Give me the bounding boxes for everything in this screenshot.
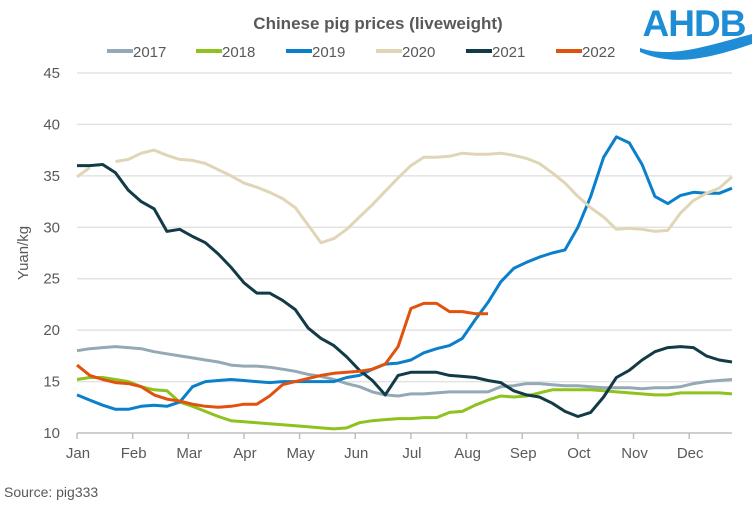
x-tick-label: Dec (677, 445, 704, 462)
x-tick-label: Apr (233, 445, 256, 462)
x-tick-label: Sep (510, 445, 537, 462)
logo-wave-icon (640, 34, 752, 60)
series-line-2020 (76, 148, 733, 245)
y-tick-label: 15 (43, 374, 60, 391)
y-tick-label: 45 (43, 65, 60, 82)
x-tick-label: Feb (121, 445, 147, 462)
y-axis-label: Yuan/kg (15, 226, 32, 280)
x-tick-label: Mar (176, 445, 202, 462)
x-tick-label: Oct (567, 445, 591, 462)
x-tick-label: Jun (344, 445, 368, 462)
legend-item-2021: 2021 (466, 44, 525, 61)
y-tick-label: 20 (43, 322, 60, 339)
y-tick-label: 35 (43, 168, 60, 185)
series-line-2021 (77, 163, 733, 418)
legend-label: 2017 (133, 44, 166, 61)
x-tick-label: Aug (454, 445, 481, 462)
legend: 2017 2018 2019 2020 2021 2022 (107, 44, 615, 61)
legend-item-2022: 2022 (556, 44, 615, 61)
x-tick-label: Jul (402, 445, 421, 462)
series-line-2019 (76, 135, 733, 411)
gridlines (77, 72, 732, 434)
series-line-2017 (76, 345, 733, 398)
x-tick-label: Nov (621, 445, 648, 462)
legend-item-2020: 2020 (376, 44, 435, 61)
legend-label: 2018 (222, 44, 255, 61)
y-axis: 10 15 20 25 30 35 40 45 (43, 65, 60, 442)
y-tick-label: 30 (43, 219, 60, 236)
series-lines (76, 135, 733, 431)
y-tick-label: 40 (43, 116, 60, 133)
legend-item-2018: 2018 (196, 44, 255, 61)
logo-text: AHDB (643, 3, 746, 44)
series-line-2018 (76, 376, 733, 431)
ahdb-logo: AHDB (640, 3, 752, 60)
y-tick-label: 10 (43, 425, 60, 442)
x-tick-label: May (286, 445, 315, 462)
series-line-2022 (76, 301, 488, 409)
chart-title: Chinese pig prices (liveweight) (253, 14, 502, 33)
y-tick-label: 25 (43, 271, 60, 288)
legend-label: 2021 (492, 44, 525, 61)
x-axis: Jan Feb Mar Apr May Jun Jul Aug Sep Oct Nov Dec (66, 433, 704, 462)
x-tick-label: Jan (66, 445, 90, 462)
legend-label: 2022 (582, 44, 615, 61)
legend-label: 2019 (312, 44, 345, 61)
source-note: Source: pig333 (4, 484, 98, 500)
legend-label: 2020 (402, 44, 435, 61)
legend-item-2017: 2017 (107, 44, 166, 61)
legend-item-2019: 2019 (286, 44, 345, 61)
